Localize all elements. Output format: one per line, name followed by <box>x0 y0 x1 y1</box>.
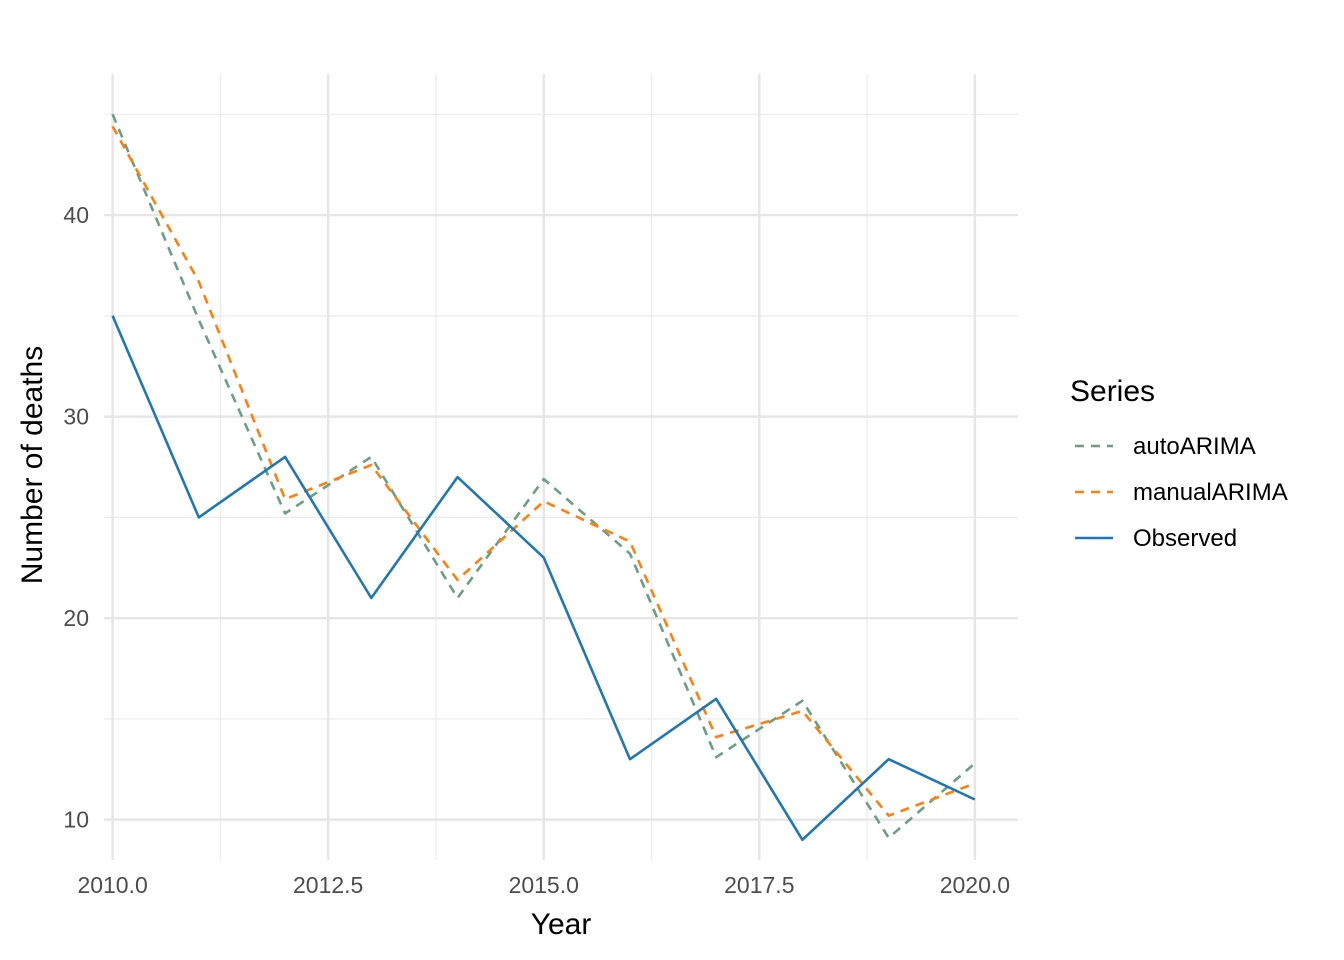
legend: Series autoARIMA manualARIMA Observed <box>1070 375 1288 552</box>
series-line-Observed <box>111 315 976 842</box>
x-tick-label: 2017.5 <box>724 872 794 898</box>
x-tick-label: 2010.0 <box>77 872 147 898</box>
legend-label-manualARIMA: manualARIMA <box>1133 479 1288 506</box>
legend-label-Observed: Observed <box>1133 525 1237 552</box>
major-gridlines <box>104 74 1018 860</box>
y-axis-title: Number of deaths <box>16 346 49 584</box>
y-tick-label: 10 <box>63 807 89 833</box>
series-line-autoARIMA <box>111 113 976 840</box>
minor-gridlines <box>104 74 1018 860</box>
x-axis-title: Year <box>531 908 592 941</box>
x-tick-label: 2015.0 <box>509 872 579 898</box>
legend-label-autoARIMA: autoARIMA <box>1133 433 1256 460</box>
y-axis-ticks: 10 20 30 40 <box>63 202 89 833</box>
y-tick-label: 30 <box>63 404 89 430</box>
y-tick-label: 20 <box>63 605 89 631</box>
series-lines <box>111 113 976 842</box>
legend-title: Series <box>1070 375 1155 408</box>
series-line-manualARIMA <box>111 125 976 818</box>
y-tick-label: 40 <box>63 202 89 228</box>
x-tick-label: 2012.5 <box>293 872 363 898</box>
x-tick-label: 2020.0 <box>940 872 1010 898</box>
x-axis-ticks: 2010.0 2012.5 2015.0 2017.5 2020.0 <box>77 872 1010 898</box>
